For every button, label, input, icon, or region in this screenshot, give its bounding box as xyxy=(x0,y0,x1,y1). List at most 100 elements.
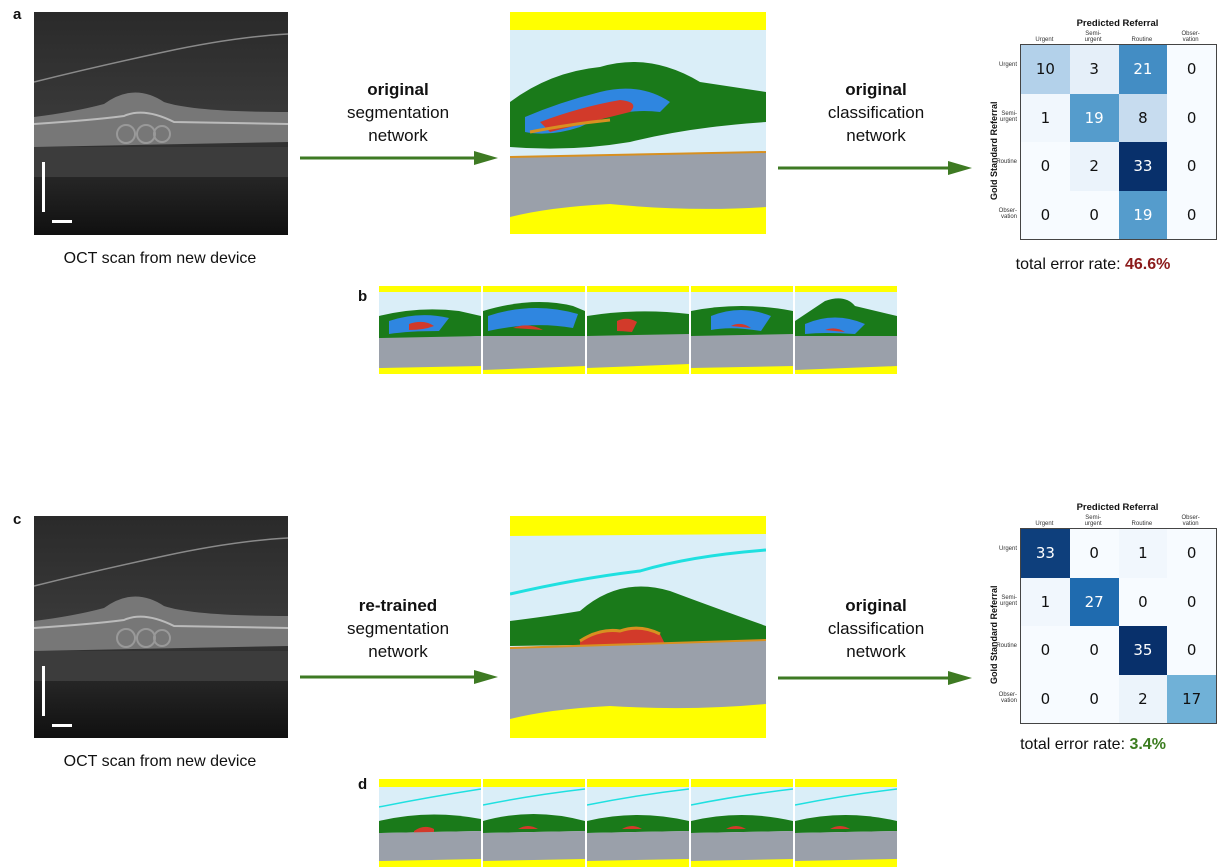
panel-letter-c: c xyxy=(13,511,22,528)
network-status: original xyxy=(367,80,429,99)
matrix-column-label: Routine xyxy=(1131,37,1153,43)
panel-letter-d: d xyxy=(358,776,368,793)
panel-letter-a: a xyxy=(13,6,22,23)
error-rate: total error rate: 46.6% xyxy=(983,256,1203,274)
matrix-cell: 0 xyxy=(1167,577,1216,626)
segmentation-thumbnail xyxy=(795,286,897,374)
matrix-row-label: Obser-vation xyxy=(998,207,1017,220)
arrow-to-segmentation xyxy=(300,151,498,165)
matrix-row-labels: Urgent Semi-urgent Routine Obser-vation xyxy=(993,528,1019,722)
matrix-cell: 0 xyxy=(1118,577,1168,626)
matrix-cell: 1 xyxy=(1021,577,1070,626)
matrix-cell: 27 xyxy=(1069,577,1119,626)
matrix-cell: 0 xyxy=(1021,626,1070,675)
matrix-cell: 0 xyxy=(1167,45,1216,94)
segmentation-thumbnail xyxy=(379,779,481,867)
arrow-to-classification xyxy=(778,161,972,175)
segmentation-thumbnail xyxy=(795,779,897,867)
matrix-cell: 19 xyxy=(1069,93,1119,142)
matrix-column-label: Obser-vation xyxy=(1181,31,1200,43)
matrix-column-label: Obser-vation xyxy=(1181,515,1200,527)
network-line-3: network xyxy=(368,642,428,661)
matrix-cell: 0 xyxy=(1021,674,1070,723)
panel-letter-b: b xyxy=(358,288,368,305)
arrow-to-classification xyxy=(778,671,972,685)
matrix-cell: 17 xyxy=(1167,674,1216,723)
matrix-y-axis-label: Gold Standard Referral xyxy=(989,585,999,684)
classification-network-label: original classification network xyxy=(776,78,976,147)
matrix-column-label: Urgent xyxy=(1035,521,1054,527)
matrix-cell: 2 xyxy=(1069,142,1119,191)
matrix-grid: 10 3 21 0 1 19 8 0 0 2 33 0 0 0 19 0 xyxy=(1020,44,1217,240)
matrix-cell: 1 xyxy=(1118,529,1168,578)
network-line-2: classification xyxy=(827,103,925,122)
oct-caption: OCT scan from new device xyxy=(63,250,257,267)
matrix-column-label: Routine xyxy=(1131,521,1153,527)
confusion-matrix: Predicted Referral Urgent Semi-urgent Rout… xyxy=(985,502,1217,724)
matrix-cell: 0 xyxy=(1167,529,1216,578)
segmentation-thumbnail xyxy=(691,779,793,867)
matrix-column-label: Semi-urgent xyxy=(1084,31,1102,43)
segmentation-network-label: original segmentation network xyxy=(298,78,498,147)
network-line-2: segmentation xyxy=(346,103,450,122)
matrix-title: Predicted Referral xyxy=(1076,18,1159,29)
error-value: 46.6% xyxy=(1125,256,1171,273)
matrix-cell: 33 xyxy=(1021,529,1070,578)
matrix-cell: 0 xyxy=(1167,142,1216,191)
matrix-column-labels: Urgent Semi-urgent Routine Obser-vation xyxy=(1020,512,1215,528)
network-line-2: classification xyxy=(827,619,925,638)
error-prefix: total error rate: xyxy=(1020,736,1130,753)
segmentation-thumbnail xyxy=(483,779,585,867)
segmentation-map xyxy=(510,516,766,738)
segmentation-thumbnail xyxy=(379,286,481,374)
segmentation-thumbnail xyxy=(483,286,585,374)
matrix-row-labels: Urgent Semi-urgent Routine Obser-vation xyxy=(993,44,1019,238)
segmentation-thumbnail xyxy=(587,779,689,867)
network-status: original xyxy=(845,596,907,615)
matrix-cell: 21 xyxy=(1118,45,1168,94)
segmentation-thumbnail xyxy=(691,286,793,374)
segmentation-network-label: re-trained segmentation network xyxy=(298,594,498,663)
matrix-row-label: Obser-vation xyxy=(998,691,1017,704)
matrix-cell: 2 xyxy=(1118,674,1168,723)
arrow-to-segmentation xyxy=(300,670,498,684)
matrix-row-label: Semi-urgent xyxy=(999,594,1017,607)
network-status: re-trained xyxy=(358,596,438,615)
network-line-3: network xyxy=(846,642,906,661)
matrix-cell: 0 xyxy=(1069,674,1119,723)
matrix-row-label: Semi-urgent xyxy=(999,110,1017,123)
matrix-cell: 10 xyxy=(1021,45,1070,94)
matrix-y-axis-label: Gold Standard Referral xyxy=(989,101,999,200)
matrix-cell: 19 xyxy=(1118,190,1168,239)
network-line-3: network xyxy=(368,126,428,145)
matrix-cell: 0 xyxy=(1167,626,1216,675)
segmentation-map xyxy=(510,12,766,234)
matrix-cell: 0 xyxy=(1069,626,1119,675)
network-line-2: segmentation xyxy=(346,619,450,638)
error-prefix: total error rate: xyxy=(1015,256,1125,273)
oct-scan-image xyxy=(34,516,288,738)
network-line-3: network xyxy=(846,126,906,145)
matrix-cell: 3 xyxy=(1069,45,1119,94)
matrix-column-label: Urgent xyxy=(1035,37,1054,43)
matrix-row-label: Urgent xyxy=(998,546,1017,553)
oct-scan-image xyxy=(34,12,288,235)
matrix-cell: 0 xyxy=(1069,529,1119,578)
segmentation-thumbnail-strip xyxy=(379,779,899,867)
matrix-cell: 33 xyxy=(1118,142,1168,191)
segmentation-thumbnail-strip xyxy=(379,286,899,374)
matrix-row-label: Urgent xyxy=(998,62,1017,69)
matrix-grid: 33 0 1 0 1 27 0 0 0 0 35 0 0 0 2 17 xyxy=(1020,528,1217,724)
matrix-row-label: Routine xyxy=(996,643,1017,650)
classification-network-label: original classification network xyxy=(776,594,976,663)
oct-caption: OCT scan from new device xyxy=(63,753,257,770)
matrix-cell: 35 xyxy=(1118,626,1168,675)
matrix-column-label: Semi-urgent xyxy=(1084,515,1102,527)
matrix-cell: 1 xyxy=(1021,93,1070,142)
segmentation-thumbnail xyxy=(587,286,689,374)
confusion-matrix: Predicted Referral Urgent Semi-urgent Rout… xyxy=(985,18,1217,240)
matrix-cell: 0 xyxy=(1021,190,1070,239)
error-rate: total error rate: 3.4% xyxy=(983,736,1203,754)
matrix-column-labels: Urgent Semi-urgent Routine Obser-vation xyxy=(1020,28,1215,44)
matrix-title: Predicted Referral xyxy=(1076,502,1159,513)
